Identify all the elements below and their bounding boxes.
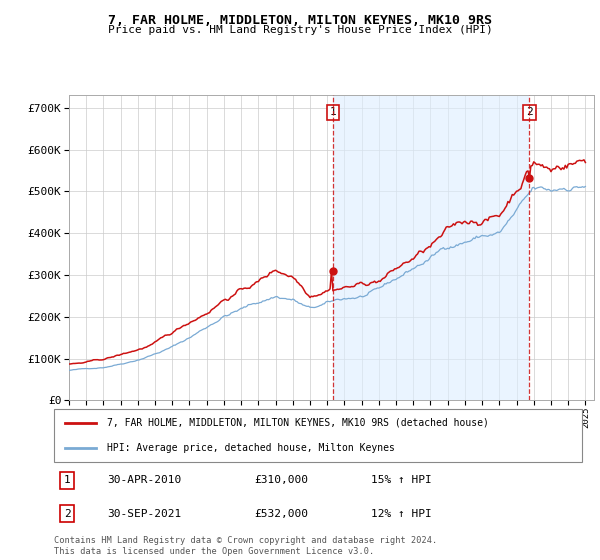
FancyBboxPatch shape (54, 409, 582, 462)
Text: 2: 2 (64, 508, 71, 519)
Text: 7, FAR HOLME, MIDDLETON, MILTON KEYNES, MK10 9RS: 7, FAR HOLME, MIDDLETON, MILTON KEYNES, … (108, 14, 492, 27)
Bar (333, 95, 529, 400)
Text: 15% ↑ HPI: 15% ↑ HPI (371, 475, 431, 486)
Text: 30-APR-2010: 30-APR-2010 (107, 475, 181, 486)
Text: Price paid vs. HM Land Registry's House Price Index (HPI): Price paid vs. HM Land Registry's House … (107, 25, 493, 35)
Text: 1: 1 (64, 475, 71, 486)
Text: 2: 2 (526, 108, 533, 118)
Text: HPI: Average price, detached house, Milton Keynes: HPI: Average price, detached house, Milt… (107, 443, 395, 453)
Text: 7, FAR HOLME, MIDDLETON, MILTON KEYNES, MK10 9RS (detached house): 7, FAR HOLME, MIDDLETON, MILTON KEYNES, … (107, 418, 488, 428)
Text: £310,000: £310,000 (254, 475, 308, 486)
Text: 30-SEP-2021: 30-SEP-2021 (107, 508, 181, 519)
Text: Contains HM Land Registry data © Crown copyright and database right 2024.
This d: Contains HM Land Registry data © Crown c… (54, 536, 437, 556)
Text: 12% ↑ HPI: 12% ↑ HPI (371, 508, 431, 519)
Text: £532,000: £532,000 (254, 508, 308, 519)
Text: 1: 1 (329, 108, 336, 118)
